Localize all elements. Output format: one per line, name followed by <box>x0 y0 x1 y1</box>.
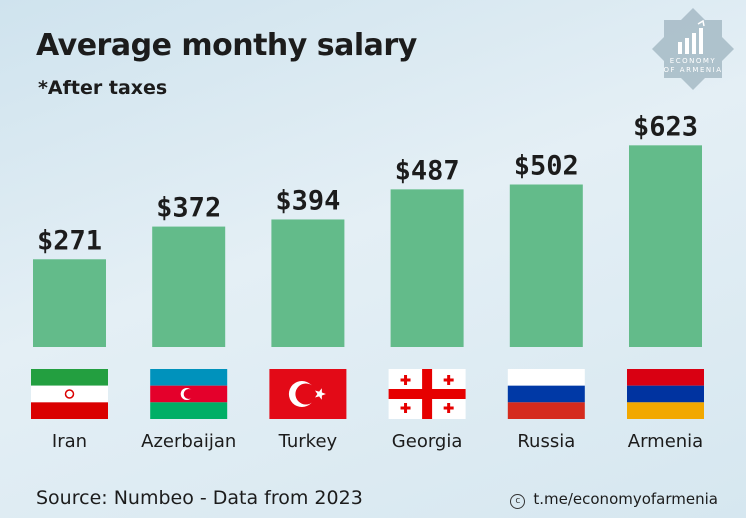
source-note: Source: Numbeo - Data from 2023 <box>36 487 363 509</box>
chart-title: Average monthy salary <box>36 28 417 63</box>
category-label-iran: Iran <box>52 431 87 452</box>
iran-flag-icon <box>31 369 108 419</box>
armenia-flag-icon <box>627 369 704 419</box>
value-label-russia: $502 <box>514 151 579 182</box>
channel-link-text: t.me/economyofarmenia <box>533 490 718 508</box>
economy-of-armenia-logo-icon <box>652 8 734 90</box>
value-label-turkey: $394 <box>275 185 340 216</box>
bar-azerbaijan <box>152 226 226 347</box>
value-label-armenia: $623 <box>633 111 698 142</box>
logo-text-line2: OF ARMENIA <box>663 66 723 74</box>
azerbaijan-flag-icon <box>150 369 228 419</box>
logo-text-line1: ECONOMY <box>669 57 717 65</box>
value-label-georgia: $487 <box>395 155 460 186</box>
bar-iran <box>33 259 106 347</box>
bar-russia <box>509 184 583 347</box>
georgia-flag-icon <box>388 369 466 419</box>
value-label-iran: $271 <box>37 225 102 256</box>
value-label-azerbaijan: $372 <box>156 193 221 224</box>
channel-link[interactable]: c t.me/economyofarmenia <box>510 490 718 509</box>
turkey-flag-icon <box>269 369 347 419</box>
category-label-turkey: Turkey <box>278 431 338 452</box>
category-label-georgia: Georgia <box>392 431 463 452</box>
bar-armenia <box>629 145 702 347</box>
bar-georgia <box>390 189 464 347</box>
bar-turkey <box>271 219 345 347</box>
chart-subtitle: *After taxes <box>38 77 168 99</box>
copyright-icon: c <box>510 494 526 509</box>
russia-flag-icon <box>507 369 585 419</box>
bar-chart: $271 Iran $372 Azerbaijan $394 Turkey $487 Geor… <box>31 111 704 452</box>
category-label-armenia: Armenia <box>628 431 703 452</box>
category-label-azerbaijan: Azerbaijan <box>141 431 236 452</box>
category-label-russia: Russia <box>517 431 575 452</box>
